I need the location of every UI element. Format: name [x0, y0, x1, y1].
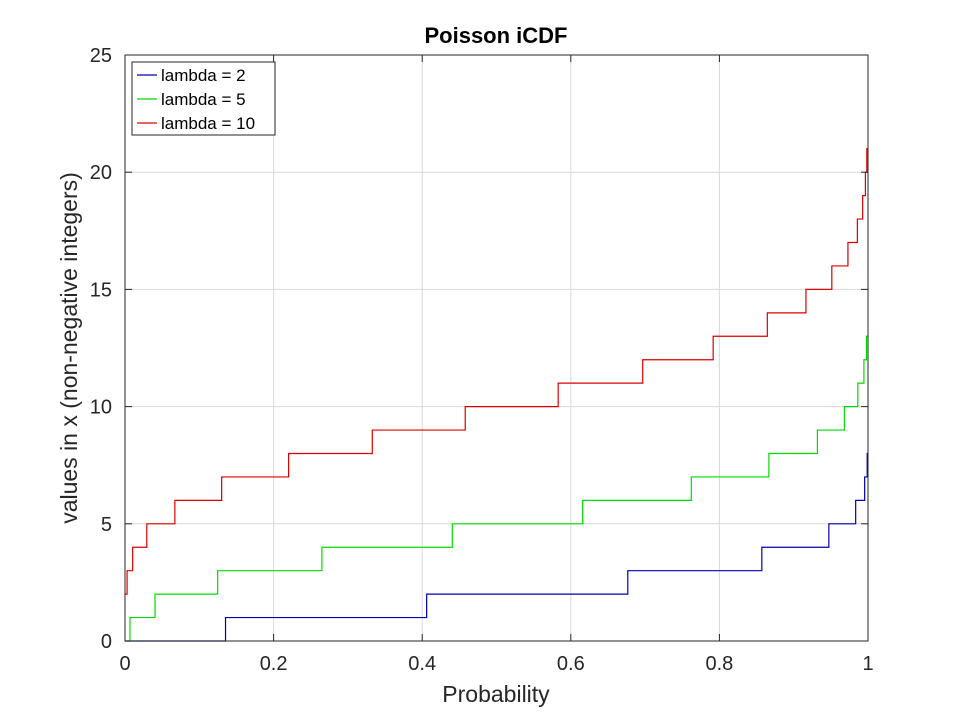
y-tick-label: 0 — [101, 631, 112, 653]
grid-lines — [124, 54, 869, 642]
series-line-2 — [125, 335, 868, 642]
plot-area — [125, 55, 868, 641]
y-tick-label: 15 — [90, 279, 112, 301]
series-line-1 — [125, 452, 868, 642]
x-tick-label: 0.8 — [705, 653, 733, 675]
legend-label: lambda = 2 — [161, 66, 246, 85]
axis-ticks — [124, 54, 869, 642]
legend: lambda = 2 lambda = 5 lambda = 10 — [131, 61, 276, 136]
y-tick-label: 20 — [90, 162, 112, 184]
series-line-3 — [125, 148, 868, 595]
legend-label: lambda = 5 — [161, 90, 246, 109]
chart-title: Poisson iCDF — [424, 23, 567, 48]
y-tick-label: 25 — [90, 45, 112, 67]
y-tick-label: 5 — [101, 514, 112, 536]
y-axis-label: values in x (non-negative integers) — [56, 172, 82, 524]
x-tick-label: 0 — [119, 653, 130, 675]
y-tick-label: 10 — [90, 397, 112, 419]
x-tick-label: 1 — [862, 653, 873, 675]
x-axis-label: Probability — [442, 681, 550, 707]
x-tick-label: 0.6 — [557, 653, 585, 675]
series-lines — [125, 148, 868, 642]
legend-label: lambda = 10 — [161, 114, 255, 133]
x-tick-label: 0.2 — [260, 653, 288, 675]
x-tick-label: 0.4 — [408, 653, 436, 675]
plot-frame — [124, 54, 869, 642]
